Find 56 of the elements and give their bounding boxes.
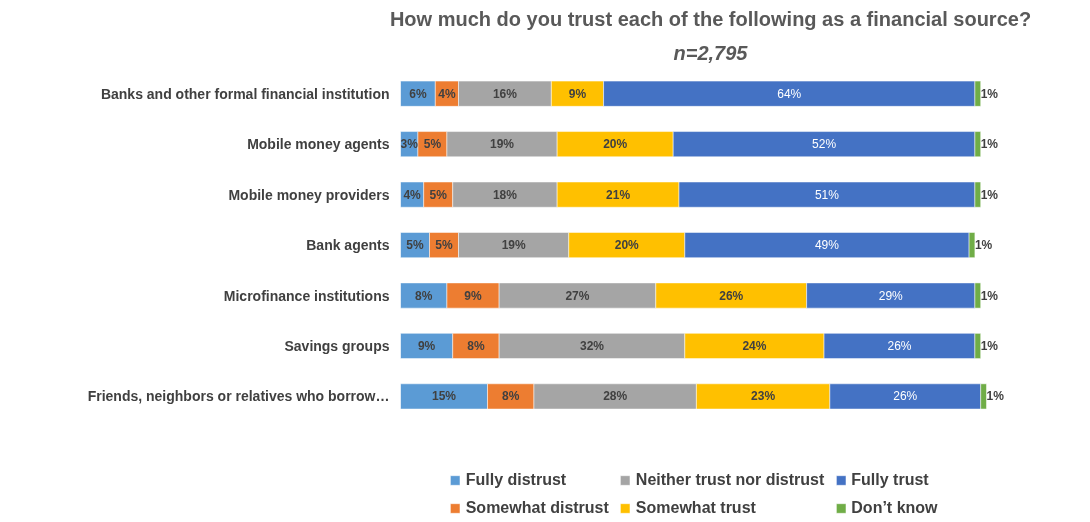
data-label: 4% — [438, 86, 456, 101]
data-label: 1% — [980, 338, 999, 353]
y-tick-label: Mobile money providers — [228, 186, 390, 203]
data-label: 26% — [719, 288, 744, 303]
data-label: 5% — [435, 238, 454, 253]
data-label: 20% — [603, 137, 628, 152]
data-label: 8% — [502, 389, 520, 404]
data-label: 1% — [974, 238, 993, 253]
chart-subtitle: n=2,795 — [673, 41, 749, 64]
data-label: 9% — [417, 338, 436, 353]
data-label: 26% — [893, 389, 918, 404]
data-label: 21% — [606, 187, 631, 202]
data-label: 9% — [464, 288, 483, 303]
y-tick-label: Mobile money agents — [247, 136, 390, 153]
data-label: 18% — [492, 187, 518, 202]
data-label: 15% — [432, 389, 457, 404]
data-label: 4% — [403, 187, 422, 202]
y-tick-label: Friends, neighbors or relatives who borrow… — [87, 388, 390, 405]
data-label: 27% — [565, 288, 590, 303]
data-label: 1% — [980, 137, 999, 152]
legend-label: Neither trust nor distrust — [635, 471, 825, 489]
y-tick-label: Banks and other formal financial institution — [100, 85, 390, 102]
data-label: 23% — [751, 389, 776, 404]
data-label: 29% — [878, 288, 904, 303]
data-label: 26% — [887, 338, 912, 353]
legend-label: Somewhat distrust — [465, 499, 609, 517]
y-tick-label: Savings groups — [284, 337, 390, 354]
data-label: 5% — [429, 187, 448, 202]
legend-label: Fully distrust — [465, 471, 568, 489]
data-label: 24% — [742, 338, 767, 353]
legend-label: Somewhat trust — [635, 499, 756, 517]
data-label: 19% — [501, 238, 526, 253]
data-label: 8% — [467, 338, 485, 353]
data-label: 9% — [568, 86, 587, 101]
y-tick-label: Microfinance institutions — [223, 287, 390, 304]
legend-label: Don’t know — [851, 499, 939, 517]
data-label: 5% — [423, 137, 442, 152]
data-label: 52% — [812, 137, 837, 152]
data-label: 51% — [814, 187, 840, 202]
data-label: 1% — [980, 288, 999, 303]
data-label: 64% — [777, 86, 802, 101]
data-label: 8% — [415, 288, 433, 303]
data-label: 1% — [980, 86, 999, 101]
data-label: 16% — [492, 86, 518, 101]
chart-title: How much do you trust each of the following as a financial source? — [389, 7, 1032, 30]
data-label: 20% — [614, 238, 640, 253]
data-label: 1% — [986, 389, 1005, 404]
data-label: 6% — [409, 86, 427, 101]
y-tick-label: Bank agents — [306, 237, 390, 254]
data-label: 28% — [603, 389, 628, 404]
data-label: 1% — [980, 187, 999, 202]
data-label: 49% — [814, 238, 840, 253]
data-label: 5% — [406, 238, 425, 253]
legend-label: Fully trust — [851, 471, 930, 489]
data-label: 32% — [579, 338, 605, 353]
data-label: 19% — [490, 137, 515, 152]
